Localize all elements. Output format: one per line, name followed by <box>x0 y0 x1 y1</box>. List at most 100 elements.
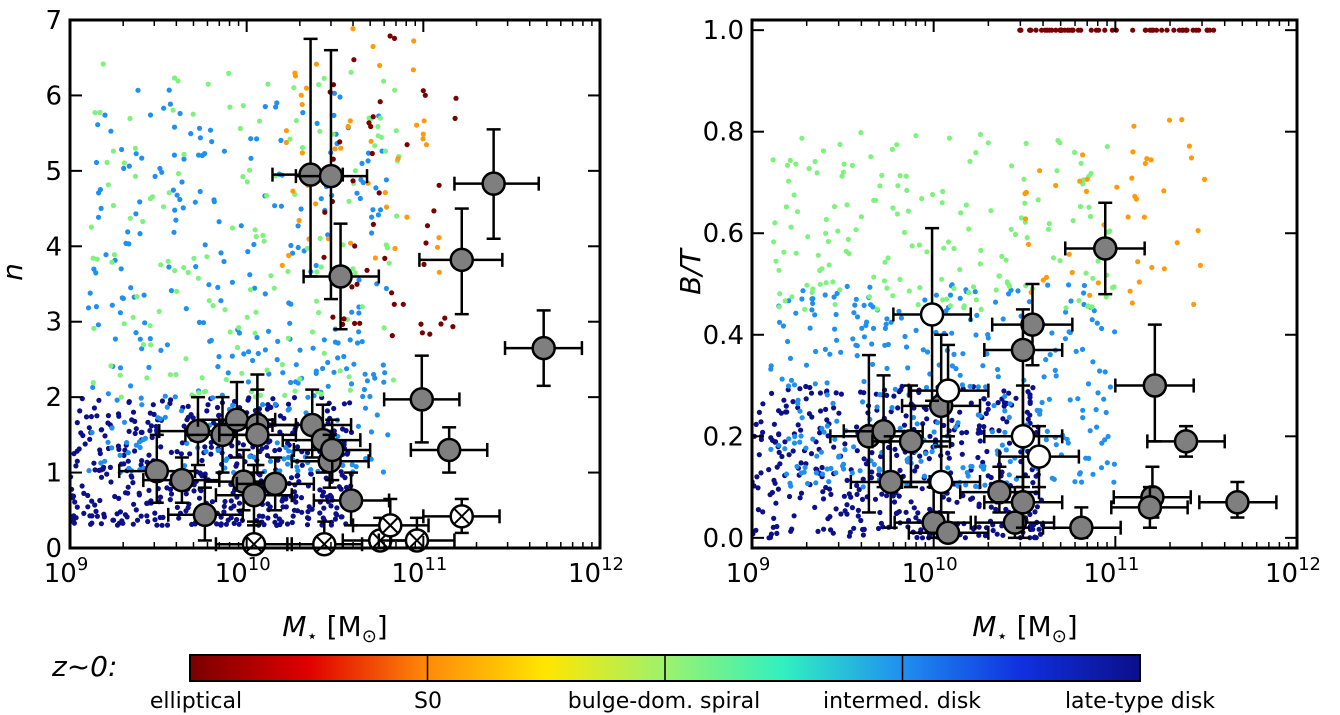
background-galaxy-late-type-disk <box>202 444 208 450</box>
background-galaxy-late-type-disk <box>831 444 837 450</box>
background-galaxy-late-type-disk <box>148 423 154 429</box>
background-galaxy-intermed-disk <box>295 244 301 251</box>
background-galaxy-bulge-dom-spiral <box>291 85 297 91</box>
background-galaxy-intermed-disk <box>1093 407 1099 413</box>
background-galaxy-bulge-dom-spiral <box>246 167 253 173</box>
background-galaxy-bulge-dom-spiral <box>947 303 954 309</box>
galaxy-marker <box>319 437 345 463</box>
background-galaxy-late-type-disk <box>154 522 160 528</box>
background-galaxy-s- <box>372 255 378 261</box>
background-galaxy-bulge-dom-spiral <box>130 314 136 320</box>
background-galaxy-intermed-disk <box>1062 336 1068 342</box>
background-galaxy-intermed-disk <box>117 365 124 371</box>
background-galaxy-intermed-disk <box>1002 408 1008 414</box>
background-galaxy-late-type-disk <box>854 491 860 497</box>
background-galaxy-late-type-disk <box>895 405 901 411</box>
background-galaxy-bulge-dom-spiral <box>1035 197 1041 203</box>
background-galaxy-bulge-dom-spiral <box>889 146 896 152</box>
left-galaxy-point-filled <box>235 456 316 512</box>
background-galaxy-bulge-dom-spiral <box>853 227 859 233</box>
background-galaxy-bulge-dom-spiral <box>257 392 264 398</box>
background-galaxy-late-type-disk <box>222 498 228 505</box>
background-galaxy-late-type-disk <box>199 457 205 464</box>
background-galaxy-intermed-disk <box>381 379 387 385</box>
background-galaxy-intermed-disk <box>171 152 177 158</box>
background-galaxy-late-type-disk <box>267 504 273 510</box>
background-galaxy-intermed-disk <box>787 355 794 361</box>
background-galaxy-bulge-dom-spiral <box>100 61 106 67</box>
background-galaxy-intermed-disk <box>347 337 353 343</box>
background-galaxy-intermed-disk <box>168 288 174 294</box>
background-galaxy-bulge-dom-spiral <box>884 285 890 291</box>
background-galaxy-intermed-disk <box>197 135 203 141</box>
background-galaxy-late-type-disk <box>984 448 990 455</box>
background-galaxy-bulge-dom-spiral <box>837 141 843 147</box>
background-galaxy-intermed-disk <box>989 429 996 435</box>
background-galaxy-late-type-disk <box>854 448 860 454</box>
background-galaxy-intermed-disk <box>216 354 222 360</box>
background-galaxy-late-type-disk <box>98 474 105 480</box>
galaxy-marker <box>1010 337 1036 363</box>
left-galaxy-point-filled <box>142 456 221 504</box>
left-galaxy-point-filled <box>302 222 381 331</box>
background-galaxy-bulge-dom-spiral <box>196 390 202 396</box>
background-galaxy-intermed-disk <box>822 292 828 298</box>
background-galaxy-late-type-disk <box>110 517 116 523</box>
cross-mark <box>382 517 399 534</box>
background-galaxy-late-type-disk <box>76 446 82 452</box>
background-galaxy-intermed-disk <box>133 330 139 336</box>
background-galaxy-elliptical <box>370 114 376 120</box>
background-galaxy-intermed-disk <box>351 361 357 367</box>
background-galaxy-intermed-disk <box>833 311 839 318</box>
galaxy-marker <box>878 469 903 495</box>
background-galaxy-bulge-dom-spiral <box>776 267 782 273</box>
background-galaxy-bulge-dom-spiral <box>318 391 324 397</box>
background-galaxy-bulge-dom-spiral <box>167 372 173 378</box>
background-galaxy-late-type-disk <box>808 451 815 457</box>
background-galaxy-late-type-disk <box>913 515 919 521</box>
background-galaxy-intermed-disk <box>999 442 1006 448</box>
background-galaxy-intermed-disk <box>1099 325 1105 332</box>
background-galaxy-intermed-disk <box>1104 460 1110 466</box>
background-galaxy-intermed-disk <box>221 148 227 154</box>
background-galaxy-bulge-dom-spiral <box>394 213 400 219</box>
background-galaxy-late-type-disk <box>790 399 796 405</box>
background-galaxy-late-type-disk <box>860 476 866 482</box>
background-galaxy-bulge-dom-spiral <box>105 182 111 188</box>
background-galaxy-late-type-disk <box>223 521 229 527</box>
background-galaxy-intermed-disk <box>1079 346 1086 352</box>
background-galaxy-bulge-dom-spiral <box>1045 226 1052 232</box>
background-galaxy-s- <box>1141 214 1147 220</box>
background-galaxy-intermed-disk <box>812 381 818 387</box>
background-galaxy-intermed-disk <box>929 449 935 455</box>
background-galaxy-bulge-dom-spiral <box>777 291 783 297</box>
background-galaxy-elliptical <box>423 240 429 246</box>
colorbar-label: bulge-dom. spiral <box>568 689 760 714</box>
background-galaxy-bulge-dom-spiral <box>782 298 788 304</box>
background-galaxy-late-type-disk <box>772 439 779 445</box>
background-galaxy-bulge-dom-spiral <box>348 69 354 75</box>
background-galaxy-intermed-disk <box>236 330 242 336</box>
cross-mark <box>408 532 426 549</box>
background-galaxy-intermed-disk <box>852 302 858 308</box>
background-galaxy-intermed-disk <box>974 312 980 318</box>
background-galaxy-late-type-disk <box>927 433 933 439</box>
background-galaxy-intermed-disk <box>1007 401 1013 407</box>
background-galaxy-intermed-disk <box>248 136 254 142</box>
background-galaxy-intermed-disk <box>868 302 874 308</box>
background-galaxy-elliptical <box>387 33 393 39</box>
galaxy-marker <box>898 429 924 454</box>
background-galaxy-late-type-disk <box>89 498 95 504</box>
background-galaxy-late-type-disk <box>809 414 815 420</box>
background-galaxy-intermed-disk <box>1081 290 1087 296</box>
background-galaxy-intermed-disk <box>824 380 830 386</box>
background-galaxy-intermed-disk <box>918 458 924 464</box>
background-galaxy-intermed-disk <box>810 300 816 306</box>
background-galaxy-late-type-disk <box>968 400 974 406</box>
background-galaxy-bulge-dom-spiral <box>147 323 153 329</box>
background-galaxy-late-type-disk <box>820 489 826 495</box>
background-galaxy-intermed-disk <box>959 382 966 388</box>
background-galaxy-bulge-dom-spiral <box>825 238 832 245</box>
background-galaxy-intermed-disk <box>112 336 118 342</box>
background-galaxy-intermed-disk <box>836 454 842 460</box>
